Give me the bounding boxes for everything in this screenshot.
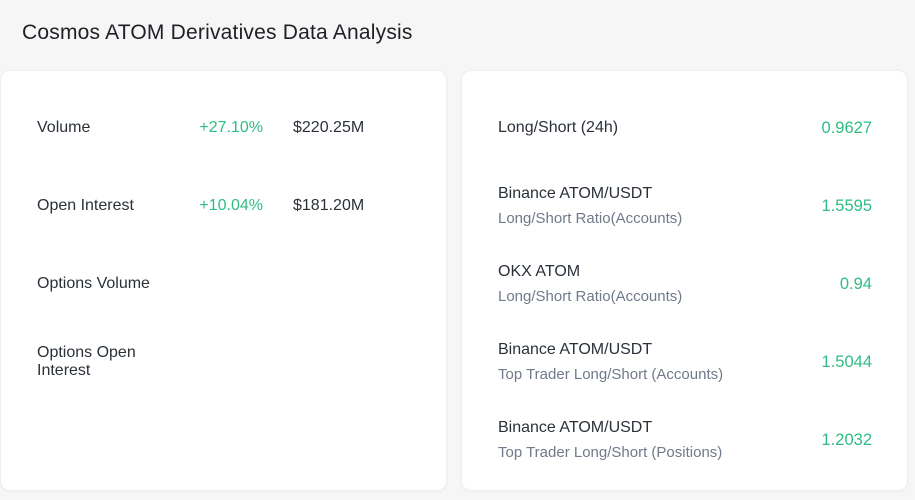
metric-sublabel: Long/Short Ratio(Accounts) <box>498 210 683 227</box>
ratio-value: 0.9627 <box>821 118 872 137</box>
metric-labels: OKX ATOM Long/Short Ratio(Accounts) <box>498 263 828 305</box>
row-long-short-24h: Long/Short (24h) 0.9627 <box>462 89 907 167</box>
metric-label: Binance ATOM/USDT <box>498 341 653 358</box>
row-binance-ls-ratio-accounts: Binance ATOM/USDT Long/Short Ratio(Accou… <box>462 167 907 245</box>
market-stats-card: Volume +27.10% $220.25M Open Interest +1… <box>0 70 447 491</box>
metric-label: Long/Short (24h) <box>498 119 619 136</box>
metric-labels: Long/Short (24h) <box>498 119 810 137</box>
metric-label: Options Volume <box>37 275 150 292</box>
long-short-ratios-card: Long/Short (24h) 0.9627 Binance ATOM/USD… <box>461 70 908 491</box>
row-options-volume: Options Volume <box>1 245 446 323</box>
ratio-value: 0.94 <box>839 274 872 293</box>
row-options-open-interest: Options Open Interest <box>1 323 446 401</box>
metric-change: +27.10% <box>199 119 263 136</box>
row-okx-ls-ratio-accounts: OKX ATOM Long/Short Ratio(Accounts) 0.94 <box>462 245 907 323</box>
metric-label: Volume <box>37 119 91 136</box>
ratio-value: 1.2032 <box>821 430 872 449</box>
page-header: Cosmos ATOM Derivatives Data Analysis <box>0 0 915 70</box>
page-title: Cosmos ATOM Derivatives Data Analysis <box>22 21 413 44</box>
row-volume: Volume +27.10% $220.25M <box>1 89 446 167</box>
metric-label: Options Open Interest <box>37 344 136 379</box>
metric-label: Open Interest <box>37 197 134 214</box>
metric-value: $181.20M <box>293 197 365 214</box>
metric-sublabel: Top Trader Long/Short (Positions) <box>498 444 723 461</box>
row-open-interest: Open Interest +10.04% $181.20M <box>1 167 446 245</box>
metric-labels: Binance ATOM/USDT Top Trader Long/Short … <box>498 341 810 383</box>
metric-value: $220.25M <box>293 119 365 136</box>
ratio-value: 1.5595 <box>821 196 872 215</box>
metric-sublabel: Long/Short Ratio(Accounts) <box>498 288 683 305</box>
metric-sublabel: Top Trader Long/Short (Accounts) <box>498 366 724 383</box>
row-binance-top-trader-accounts: Binance ATOM/USDT Top Trader Long/Short … <box>462 323 907 401</box>
metric-labels: Binance ATOM/USDT Long/Short Ratio(Accou… <box>498 185 810 227</box>
metric-label: Binance ATOM/USDT <box>498 185 653 202</box>
ratio-value: 1.5044 <box>821 352 872 371</box>
metric-label: Binance ATOM/USDT <box>498 419 653 436</box>
row-binance-top-trader-positions: Binance ATOM/USDT Top Trader Long/Short … <box>462 401 907 479</box>
metric-labels: Binance ATOM/USDT Top Trader Long/Short … <box>498 419 810 461</box>
metric-change: +10.04% <box>199 197 263 214</box>
cards-container: Volume +27.10% $220.25M Open Interest +1… <box>0 70 915 491</box>
metric-label: OKX ATOM <box>498 263 581 280</box>
